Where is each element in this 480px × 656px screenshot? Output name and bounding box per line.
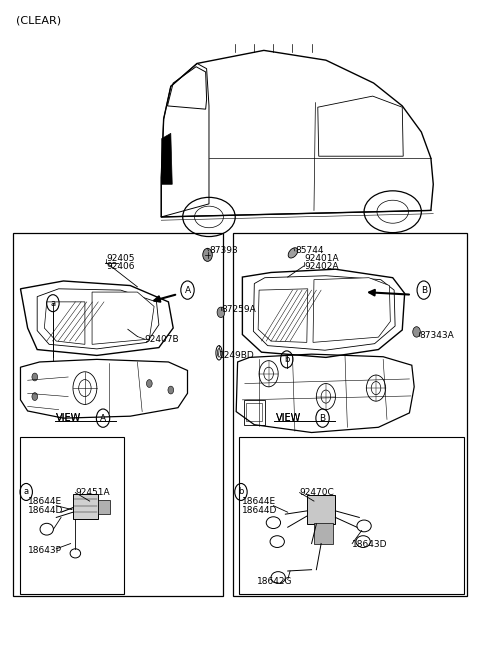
Text: 18644E: 18644E: [242, 497, 276, 506]
Text: 18643P: 18643P: [28, 546, 61, 554]
Text: 92470C: 92470C: [300, 488, 335, 497]
Circle shape: [146, 380, 152, 388]
Text: 18643D: 18643D: [352, 541, 388, 549]
Polygon shape: [258, 289, 308, 342]
Bar: [13, 234, 223, 596]
Text: B: B: [320, 414, 325, 422]
Text: 92451A: 92451A: [75, 488, 110, 497]
Text: 85744: 85744: [295, 247, 324, 255]
Text: a: a: [50, 298, 56, 308]
Text: 92401A: 92401A: [304, 254, 339, 262]
Text: VIEW: VIEW: [56, 413, 82, 423]
Text: 18642G: 18642G: [257, 577, 292, 586]
Text: 87343A: 87343A: [419, 331, 454, 340]
Text: A: A: [100, 414, 106, 422]
Text: (CLEAR): (CLEAR): [16, 16, 61, 26]
Circle shape: [32, 373, 37, 381]
Text: 92405: 92405: [107, 254, 135, 262]
Text: 92402A: 92402A: [304, 262, 339, 271]
Text: 92407B: 92407B: [144, 335, 179, 344]
Text: 1249BD: 1249BD: [218, 351, 254, 360]
Bar: [20, 437, 123, 594]
Bar: [244, 400, 265, 424]
Circle shape: [217, 307, 225, 318]
Text: 18644D: 18644D: [242, 506, 278, 516]
Polygon shape: [92, 292, 154, 344]
Text: B: B: [420, 285, 427, 295]
Bar: [98, 500, 110, 514]
Text: 92406: 92406: [107, 262, 135, 271]
Text: 87393: 87393: [209, 247, 238, 255]
Text: 87259A: 87259A: [221, 305, 256, 314]
Text: a: a: [24, 487, 29, 497]
Text: VIEW: VIEW: [276, 413, 301, 423]
Polygon shape: [162, 133, 172, 184]
Text: 18644E: 18644E: [28, 497, 62, 506]
Circle shape: [203, 249, 212, 261]
Polygon shape: [313, 277, 390, 342]
Polygon shape: [44, 302, 85, 344]
Text: A: A: [184, 285, 191, 295]
Bar: [233, 234, 467, 596]
Text: VIEW: VIEW: [276, 413, 301, 423]
Bar: [307, 495, 336, 524]
Text: b: b: [238, 487, 244, 497]
Circle shape: [168, 386, 174, 394]
Ellipse shape: [288, 248, 298, 258]
Circle shape: [32, 393, 37, 401]
Text: VIEW: VIEW: [56, 413, 82, 423]
Text: 18644D: 18644D: [28, 506, 63, 516]
Text: b: b: [284, 355, 289, 364]
Bar: [73, 494, 98, 519]
Bar: [246, 403, 263, 421]
Bar: [314, 523, 333, 544]
Circle shape: [413, 327, 420, 337]
Bar: [239, 437, 464, 594]
